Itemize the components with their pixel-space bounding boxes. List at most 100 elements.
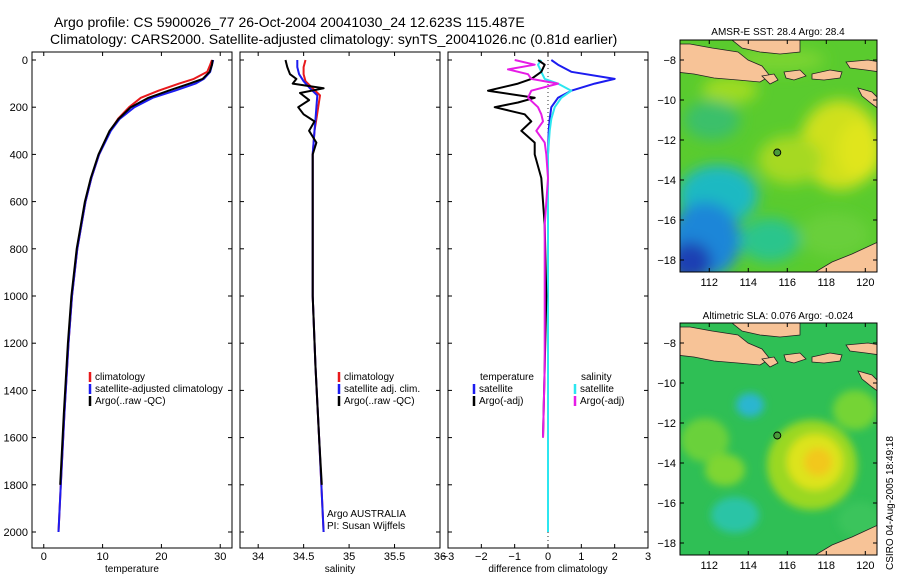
map-lat-label: −10 [657, 378, 676, 390]
x-tick-label: −3 [442, 551, 455, 563]
lombok-landmass [783, 69, 807, 81]
sla-map-title: Altimetric SLA: 0.076 Argo: -0.024 [703, 311, 854, 322]
y-tick-label: 600 [10, 197, 28, 209]
legend-entry: Argo(-adj) [580, 396, 624, 407]
series-line-salinity-satellite [537, 59, 573, 532]
lombok-landmass-2 [783, 352, 807, 364]
map-lon-label: 118 [818, 560, 836, 572]
legend-entry: Argo(..raw -QC) [344, 396, 415, 407]
map-lat-label: −18 [657, 538, 676, 550]
x-tick-label: 10 [96, 551, 108, 563]
map-lon-label: 114 [739, 560, 757, 572]
difference-legend: temperaturesatelliteArgo(-adj)salinitysa… [472, 372, 624, 407]
legend-entry: satellite-adjusted climatology [95, 384, 223, 395]
sla-map-axes: 112 114 116 118 120 −8 −10 −12 −14 −16 −18 [657, 323, 877, 572]
sst-map-title: AMSR-E SST: 28.4 Argo: 28.4 [711, 27, 845, 38]
map-lat-label: −10 [657, 95, 676, 107]
y-tick-label: 2000 [4, 527, 28, 539]
csiro-timestamp: CSIRO 04-Aug-2005 18:49:18 [885, 436, 896, 570]
sumba-landmass [857, 87, 877, 109]
map-lon-label: 120 [856, 277, 874, 289]
flores-landmass [845, 59, 877, 72]
y-tick-label: 1200 [4, 338, 28, 350]
x-tick-label: 30 [214, 551, 226, 563]
legend-entry: climatology [344, 372, 394, 383]
x-tick-label: 34 [252, 551, 264, 563]
map-lat-label: −14 [657, 458, 676, 470]
map-lon-label: 116 [779, 277, 797, 289]
y-tick-label: 1000 [4, 291, 28, 303]
bali-landmass-2 [761, 356, 779, 368]
temperature-x-axis: 0 10 20 30 [41, 52, 226, 563]
borneo-coast-landmass-2 [731, 323, 801, 338]
sla-map-frame [679, 322, 878, 556]
map-lat-label: −12 [657, 135, 676, 147]
figure-title-line1: Argo profile: CS 5900026_77 26-Oct-2004 … [54, 14, 525, 30]
sumbawa-landmass [811, 69, 843, 81]
map-lat-label: −16 [657, 498, 676, 510]
x-tick-label: 35.5 [384, 551, 405, 563]
sst-color-field [680, 48, 877, 272]
legend-entry: satellite [479, 384, 513, 395]
x-tick-label: 20 [155, 551, 167, 563]
series-line-argo-raw-qc [59, 59, 214, 485]
y-tick-label: 1400 [4, 385, 28, 397]
salinity-axes-frame [239, 51, 441, 549]
map-lon-label: 120 [856, 560, 874, 572]
x-tick-label: 36 [434, 551, 446, 563]
difference-series [487, 59, 616, 532]
x-tick-label: 2 [612, 551, 618, 563]
temperature-xlabel: temperature [105, 564, 159, 575]
x-tick-label: 0 [545, 551, 551, 563]
sla-map-field [680, 323, 877, 555]
argo-float-marker [773, 148, 782, 157]
x-tick-label: −2 [475, 551, 488, 563]
temperature-axes-frame [31, 51, 233, 549]
legend-entry: satellite adj. clim. [344, 384, 420, 395]
salinity-x-axis: 34 34.5 35 35.5 36 [252, 52, 446, 563]
map-lat-label: −16 [657, 215, 676, 227]
temperature-panel: 0 200 400 600 800 1000 1200 1400 1600 1800 2000 0 1… [4, 51, 233, 575]
legend-header-salinity: salinity [581, 372, 612, 383]
pi-note: PI: Susan Wijffels [327, 521, 405, 532]
x-tick-label: −1 [508, 551, 521, 563]
sst-map: AMSR-E SST: 28.4 Argo: 28.4 [657, 27, 878, 289]
australia-coast [814, 242, 877, 272]
borneo-coast-landmass [731, 40, 801, 55]
salinity-depth-ticks [240, 59, 440, 533]
legend-entry: climatology [95, 372, 145, 383]
legend-header-temperature: temperature [480, 372, 534, 383]
legend-entry: satellite [580, 384, 614, 395]
salinity-xlabel: salinity [325, 564, 356, 575]
bali-landmass [761, 73, 779, 85]
difference-x-axis: −3 −2 −1 0 1 2 3 [442, 52, 651, 563]
series-line-salinity-argo-adj [507, 59, 559, 438]
x-tick-label: 35 [343, 551, 355, 563]
y-tick-label: 0 [22, 55, 28, 67]
series-line-argo-raw-qc [284, 59, 325, 485]
difference-xlabel: difference from climatology [488, 564, 607, 575]
sst-map-axes: 112 114 116 118 120 −8 −10 −12 −14 −16 −18 [657, 40, 877, 289]
legend-entry: Argo(-adj) [479, 396, 523, 407]
sumba-landmass-2 [857, 370, 877, 392]
map-lat-label: −18 [657, 255, 676, 267]
x-tick-label: 34.5 [293, 551, 314, 563]
y-tick-label: 1600 [4, 433, 28, 445]
figure-title-line2: Climatology: CARS2000. Satellite-adjuste… [50, 31, 617, 47]
temperature-series [57, 59, 215, 533]
australia-coast-2 [814, 525, 877, 555]
legend-entry: Argo(..raw -QC) [95, 396, 166, 407]
flores-landmass-2 [845, 342, 877, 355]
sla-map: Altimetric SLA: 0.076 Argo: -0.024 [657, 311, 878, 572]
x-tick-label: 0 [41, 551, 47, 563]
depth-axis: 0 200 400 600 800 1000 1200 1400 1600 1800 2000 [4, 55, 232, 539]
y-tick-label: 200 [10, 102, 28, 114]
map-lon-label: 116 [779, 560, 797, 572]
difference-depth-ticks [448, 59, 648, 533]
map-lat-label: −8 [663, 55, 676, 67]
sumbawa-landmass-2 [811, 352, 843, 364]
